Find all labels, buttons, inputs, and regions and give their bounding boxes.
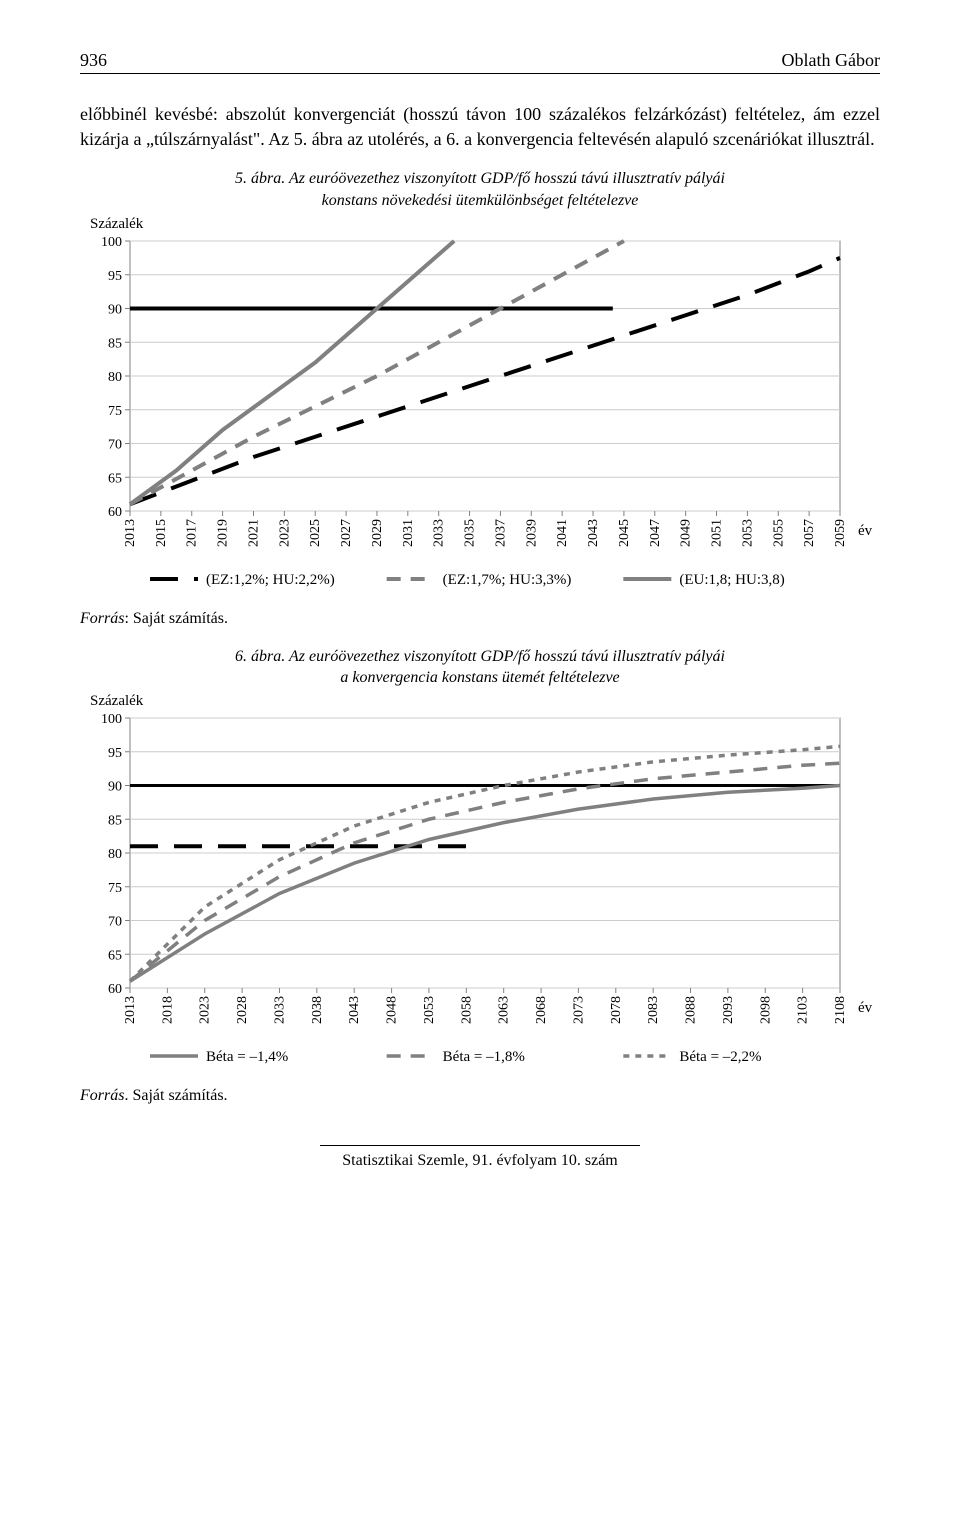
svg-text:2043: 2043 [586,519,601,547]
svg-text:Béta = –1,8%: Béta = –1,8% [443,1049,525,1065]
svg-text:2053: 2053 [740,519,755,547]
svg-text:2021: 2021 [246,519,261,547]
svg-text:Béta = –1,4%: Béta = –1,4% [206,1049,288,1065]
svg-text:2039: 2039 [524,519,539,547]
svg-text:Béta = –2,2%: Béta = –2,2% [679,1049,761,1065]
fig6-source: Forrás. Saját számítás. [80,1087,880,1105]
page-footer: Statisztikai Szemle, 91. évfolyam 10. sz… [320,1145,640,1170]
svg-text:95: 95 [108,268,122,283]
svg-text:2018: 2018 [160,996,175,1024]
svg-text:2047: 2047 [648,519,663,547]
svg-text:2045: 2045 [617,519,632,547]
fig6-y-label: Százalék [90,693,880,710]
svg-text:2088: 2088 [684,996,699,1024]
svg-text:2108: 2108 [833,996,848,1024]
svg-text:65: 65 [108,948,122,963]
svg-text:2093: 2093 [721,996,736,1024]
svg-text:90: 90 [108,302,122,317]
svg-text:2059: 2059 [833,519,848,547]
svg-text:2025: 2025 [308,519,323,547]
svg-text:év: év [858,523,873,539]
svg-text:2015: 2015 [154,519,169,547]
svg-text:2103: 2103 [796,996,811,1024]
svg-text:80: 80 [108,370,122,385]
svg-text:85: 85 [108,336,122,351]
fig5-caption-line2: konstans növekedési ütemkülönbséget felt… [322,192,639,209]
svg-text:2063: 2063 [497,996,512,1024]
fig6-chart: Százalék 60 65 70 75 80 85 90 95 100 2013 2018 2023… [80,693,880,1077]
svg-text:70: 70 [108,914,122,929]
svg-text:2038: 2038 [310,996,325,1024]
svg-text:2041: 2041 [555,519,570,547]
svg-text:2017: 2017 [185,519,200,547]
fig5-y-label: Százalék [90,216,880,233]
svg-text:2043: 2043 [347,996,362,1024]
svg-text:60: 60 [108,982,122,997]
svg-text:2033: 2033 [432,519,447,547]
svg-text:2033: 2033 [272,996,287,1024]
svg-text:2068: 2068 [534,996,549,1024]
svg-text:2013: 2013 [123,996,138,1024]
svg-text:2027: 2027 [339,519,354,547]
svg-text:2057: 2057 [802,519,817,547]
svg-text:75: 75 [108,403,122,418]
fig5-svg: 60 65 70 75 80 85 90 95 100 2013 2015 2017 2019 2021 2… [80,235,880,595]
svg-text:70: 70 [108,437,122,452]
svg-text:2058: 2058 [459,996,474,1024]
svg-text:2028: 2028 [235,996,250,1024]
source-label-5: Forrás [80,610,124,627]
svg-text:2073: 2073 [571,996,586,1024]
svg-text:65: 65 [108,471,122,486]
fig5-caption: 5. ábra. Az euróövezethez viszonyított G… [80,168,880,211]
svg-text:2019: 2019 [216,519,231,547]
svg-text:2083: 2083 [646,996,661,1024]
fig6-svg: 60 65 70 75 80 85 90 95 100 2013 2018 2023 2028 2033 2… [80,712,880,1072]
fig5-caption-line1: 5. ábra. Az euróövezethez viszonyított G… [235,170,725,187]
svg-text:90: 90 [108,779,122,794]
fig5-source: Forrás: Saját számítás. [80,610,880,628]
svg-text:2053: 2053 [422,996,437,1024]
svg-text:85: 85 [108,813,122,828]
svg-text:2037: 2037 [493,519,508,547]
fig5-chart: Százalék 60 65 70 75 80 85 90 95 100 2013 2015 2017… [80,216,880,600]
svg-text:(EU:1,8; HU:3,8): (EU:1,8; HU:3,8) [679,572,784,588]
svg-text:2051: 2051 [710,519,725,547]
svg-text:2035: 2035 [463,519,478,547]
svg-text:80: 80 [108,847,122,862]
page-author: Oblath Gábor [782,50,880,71]
svg-text:év: év [858,1000,873,1016]
svg-text:100: 100 [101,712,122,727]
source-label-6: Forrás [80,1087,124,1104]
svg-text:60: 60 [108,505,122,520]
svg-text:(EZ:1,2%; HU:2,2%): (EZ:1,2%; HU:2,2%) [206,572,335,588]
fig6-caption: 6. ábra. Az euróövezethez viszonyított G… [80,646,880,689]
svg-text:75: 75 [108,881,122,896]
source-text-6: . Saját számítás. [124,1087,227,1104]
svg-text:2055: 2055 [771,519,786,547]
svg-text:2023: 2023 [198,996,213,1024]
body-paragraph: előbbinél kevésbé: abszolút konvergenciá… [80,102,880,152]
svg-text:95: 95 [108,746,122,761]
svg-text:(EZ:1,7%; HU:3,3%): (EZ:1,7%; HU:3,3%) [443,572,572,588]
source-text-5: : Saját számítás. [124,610,228,627]
svg-text:2031: 2031 [401,519,416,547]
page-number: 936 [80,50,107,71]
fig6-caption-line1: 6. ábra. Az euróövezethez viszonyított G… [235,648,725,665]
svg-text:2049: 2049 [679,519,694,547]
svg-text:2013: 2013 [123,519,138,547]
svg-text:2048: 2048 [385,996,400,1024]
svg-text:2078: 2078 [609,996,624,1024]
fig6-caption-line2: a konvergencia konstans ütemét feltétele… [340,669,619,686]
svg-text:2023: 2023 [277,519,292,547]
page-header: 936 Oblath Gábor [80,50,880,74]
svg-text:2098: 2098 [758,996,773,1024]
svg-text:100: 100 [101,235,122,250]
svg-text:2029: 2029 [370,519,385,547]
